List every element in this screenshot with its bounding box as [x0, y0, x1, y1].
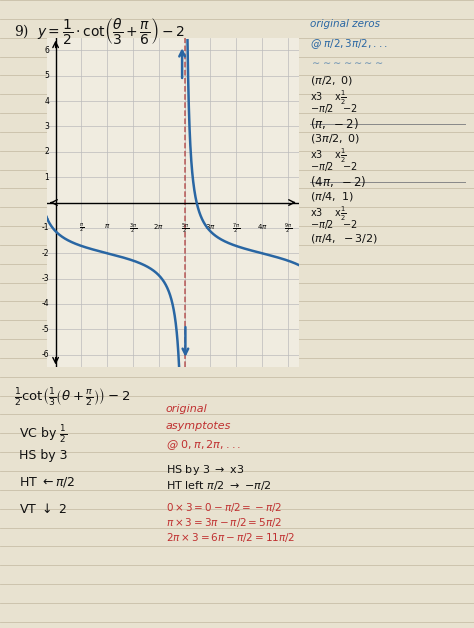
Text: -2: -2 — [42, 249, 49, 257]
Text: VC by $\frac{1}{2}$: VC by $\frac{1}{2}$ — [19, 423, 67, 445]
Text: -1: -1 — [42, 224, 49, 232]
Text: -4: -4 — [41, 300, 49, 308]
Text: $(\pi/4,\ -3/2)$: $(\pi/4,\ -3/2)$ — [310, 232, 378, 245]
Text: original: original — [166, 404, 208, 414]
Text: 6: 6 — [44, 46, 49, 55]
Text: $2\pi$: $2\pi$ — [154, 222, 164, 230]
Text: $\pi\times3 = 3\pi - \pi/2 = 5\pi/2$: $\pi\times3 = 3\pi - \pi/2 = 5\pi/2$ — [166, 516, 282, 529]
Text: HS by 3 $\rightarrow$ x3: HS by 3 $\rightarrow$ x3 — [166, 463, 245, 477]
Text: $-\pi/2$   $-2$: $-\pi/2$ $-2$ — [310, 160, 358, 173]
Text: $(\pi/4,\ 1)$: $(\pi/4,\ 1)$ — [310, 190, 354, 203]
Text: $4\pi$: $4\pi$ — [256, 222, 267, 230]
Text: $\frac{9\pi}{2}$: $\frac{9\pi}{2}$ — [283, 222, 292, 236]
Text: 4: 4 — [44, 97, 49, 106]
Text: x3    x$\frac{1}{2}$: x3 x$\frac{1}{2}$ — [310, 89, 347, 107]
Text: 1: 1 — [44, 173, 49, 181]
Text: asymptotes: asymptotes — [166, 421, 231, 431]
Text: $2\pi\times3 = 6\pi - \pi/2 = 11\pi/2$: $2\pi\times3 = 6\pi - \pi/2 = 11\pi/2$ — [166, 531, 295, 544]
Text: $(3\pi/2,\ 0)$: $(3\pi/2,\ 0)$ — [310, 132, 361, 145]
Text: $0\times3 = 0 - \pi/2 = -\pi/2$: $0\times3 = 0 - \pi/2 = -\pi/2$ — [166, 501, 282, 514]
Text: 9)  $y = \dfrac{1}{2} \cdot \cot\!\left(\dfrac{\theta}{3} + \dfrac{\pi}{6}\right: 9) $y = \dfrac{1}{2} \cdot \cot\!\left(\… — [14, 16, 185, 46]
Text: HS by 3: HS by 3 — [19, 449, 67, 462]
Text: $\frac{7\pi}{2}$: $\frac{7\pi}{2}$ — [232, 222, 240, 236]
Text: 5: 5 — [44, 71, 49, 80]
Text: 3: 3 — [44, 122, 49, 131]
Text: $-\pi/2$   $-2$: $-\pi/2$ $-2$ — [310, 218, 358, 231]
Text: x3    x$\frac{1}{2}$: x3 x$\frac{1}{2}$ — [310, 205, 347, 223]
Text: 2: 2 — [44, 148, 49, 156]
Text: $\pi$: $\pi$ — [104, 222, 110, 230]
Text: -5: -5 — [41, 325, 49, 334]
Text: @ $\pi/2, 3\pi/2,...$: @ $\pi/2, 3\pi/2,...$ — [310, 38, 388, 51]
Text: $\frac{5\pi}{2}$: $\frac{5\pi}{2}$ — [181, 222, 189, 236]
Text: x3    x$\frac{1}{2}$: x3 x$\frac{1}{2}$ — [310, 147, 347, 165]
Text: $\sim\!\sim\!\sim\!\sim\!\sim\!\sim\!\sim$: $\sim\!\sim\!\sim\!\sim\!\sim\!\sim\!\si… — [310, 57, 384, 67]
Text: HT $\leftarrow \pi/2$: HT $\leftarrow \pi/2$ — [19, 475, 75, 489]
Text: -3: -3 — [41, 274, 49, 283]
Text: VT $\downarrow$ 2: VT $\downarrow$ 2 — [19, 502, 67, 516]
Text: HT left $\pi/2$ $\rightarrow$ $-\pi/2$: HT left $\pi/2$ $\rightarrow$ $-\pi/2$ — [166, 479, 272, 492]
Text: $(4\pi,\ -2)$: $(4\pi,\ -2)$ — [310, 174, 367, 189]
Text: $\frac{3\pi}{2}$: $\frac{3\pi}{2}$ — [129, 222, 137, 236]
Text: @ $0, \pi, 2\pi,...$: @ $0, \pi, 2\pi,...$ — [166, 438, 241, 452]
Text: -6: -6 — [41, 350, 49, 359]
Text: $3\pi$: $3\pi$ — [205, 222, 216, 230]
Text: $(\pi,\ -2)$: $(\pi,\ -2)$ — [310, 116, 359, 131]
Text: $(\pi/2,\ 0)$: $(\pi/2,\ 0)$ — [310, 74, 354, 87]
Text: $\frac{1}{2}\cot\!\left(\frac{1}{3}\left(\theta + \frac{\pi}{2}\right)\right) - : $\frac{1}{2}\cot\!\left(\frac{1}{3}\left… — [14, 386, 130, 408]
Text: $\frac{\pi}{2}$: $\frac{\pi}{2}$ — [79, 222, 84, 234]
Text: $-\pi/2$   $-2$: $-\pi/2$ $-2$ — [310, 102, 358, 116]
Text: original zeros: original zeros — [310, 19, 381, 29]
